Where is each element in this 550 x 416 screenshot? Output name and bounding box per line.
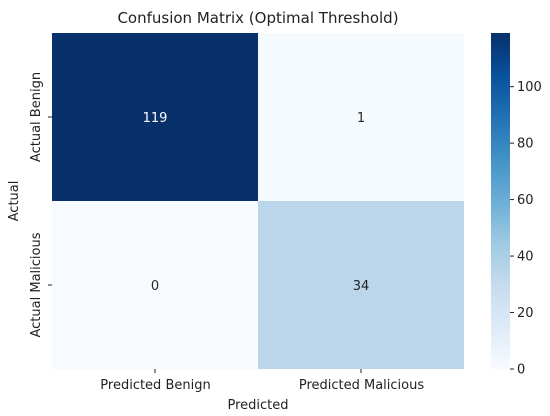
colorbar-tick-label: 0 — [517, 363, 525, 378]
axis-ticks — [48, 116, 362, 373]
y-tick-label-actual-malicious: Actual Malicious — [29, 232, 44, 337]
colorbar-tick-label: 60 — [517, 193, 534, 208]
x-tick-label-predicted-benign: Predicted Benign — [100, 378, 210, 393]
heatmap-cell-r0-c0 — [52, 33, 258, 201]
x-axis-title: Predicted — [227, 398, 288, 413]
cell-value-label-r0-c1: 1 — [357, 111, 365, 126]
cell-value-label-r1-c1: 34 — [353, 279, 370, 294]
colorbar-tick-label: 100 — [517, 80, 542, 95]
y-axis-title: Actual — [7, 181, 22, 222]
colorbar — [491, 33, 510, 369]
x-tick-label-predicted-malicious: Predicted Malicious — [299, 378, 425, 393]
heatmap-cell-r1-c0 — [52, 201, 258, 369]
heatmap-cell-r0-c1 — [258, 33, 464, 201]
colorbar-ticks: 0 20 40 60 80 100 — [510, 80, 542, 378]
colorbar-tick-label: 20 — [517, 306, 534, 321]
heatmap-cell-r1-c1 — [258, 201, 464, 369]
heatmap-cells: 119 1 0 34 — [52, 33, 464, 369]
colorbar-tick-label: 80 — [517, 137, 534, 152]
chart-title: Confusion Matrix (Optimal Threshold) — [117, 9, 398, 27]
cell-value-label-r0-c0: 119 — [143, 111, 168, 126]
y-tick-label-actual-benign: Actual Benign — [29, 72, 44, 162]
colorbar-tick-label: 40 — [517, 250, 534, 265]
cell-value-label-r1-c0: 0 — [151, 279, 159, 294]
